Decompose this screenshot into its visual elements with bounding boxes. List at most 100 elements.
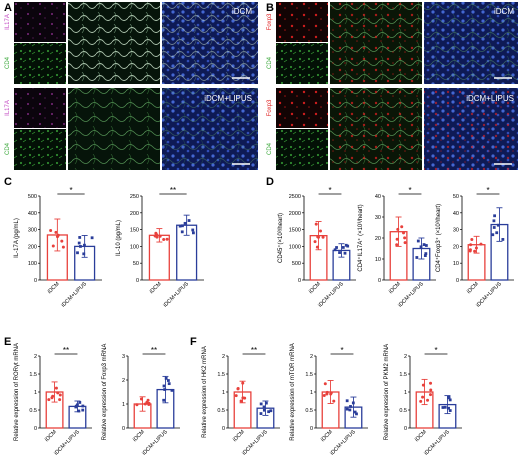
data-point [423,254,427,257]
data-point [322,394,326,398]
y-tick-label: 0 [404,426,407,432]
b-stain-label-1: Foxp3 [267,13,273,30]
y-tick-label: 150 [130,228,139,234]
data-point [163,388,167,391]
b-group-label-top: iDCM [494,7,514,16]
data-point [241,381,245,385]
data-point [443,405,447,409]
y-axis-label: Relative expression of Foxp3 mRNA [102,344,108,441]
b-stain-label-3: Foxp3 [267,99,273,116]
y-axis-label: CD4⁺Foxp3⁺ (×10³/heart) [435,204,442,272]
data-point [313,240,317,244]
data-point [54,230,58,234]
data-point [81,404,85,408]
data-point [167,382,171,386]
y-axis-label: Relative expression of RORγt mRNA [14,343,20,441]
data-point [353,410,357,414]
data-point [473,249,477,253]
data-point [321,235,325,239]
y-tick-label: 1.5 [305,372,313,378]
y-tick-label: 30 [453,228,459,234]
data-point [264,401,268,405]
data-point [421,383,425,387]
data-point [170,388,174,392]
data-point [479,242,483,246]
data-point [441,406,445,409]
data-point [79,245,82,248]
data-point [135,403,139,407]
y-tick-label: 0.5 [217,408,225,414]
y-tick-label: 0.5 [305,408,313,414]
data-point [501,238,505,241]
data-point [76,403,79,407]
data-point [314,222,318,226]
y-tick-label: 1 [222,390,225,396]
y-tick-label: 0 [222,426,225,432]
data-point [192,231,195,235]
data-point [47,398,51,402]
data-point [349,405,352,408]
data-point [355,412,358,416]
data-point [155,235,159,239]
significance-marker: ** [151,346,157,355]
data-point [345,399,349,403]
data-point [55,235,59,239]
y-tick-label: 300 [28,228,37,234]
data-point [77,241,81,245]
data-point [77,409,81,413]
data-point [162,384,166,388]
data-point [416,239,420,243]
y-tick-label: 0 [298,278,301,284]
data-point [158,234,162,238]
a-stain-label-3: IL17A [5,100,11,116]
data-point [81,408,85,412]
data-point [180,230,184,234]
data-point [424,252,428,256]
panel-label-a: A [4,2,12,14]
significance-marker: * [328,186,331,195]
data-point [76,251,79,255]
data-point [243,396,247,400]
data-point [447,395,451,399]
data-point [343,251,347,255]
significance-marker: ** [251,346,257,355]
y-tick-label: 0 [34,278,37,284]
data-point [262,405,266,409]
data-point [351,401,355,405]
data-point [58,393,62,397]
y-tick-label: 0 [136,278,139,284]
data-point [58,398,62,402]
y-axis-label: CD4⁺IL17A⁺ (×10³/heart) [357,204,364,271]
data-point [403,236,407,240]
significance-marker: ** [63,346,69,355]
data-point [90,236,94,240]
significance-marker: * [486,186,489,195]
y-tick-label: 200 [28,244,37,250]
y-tick-label: 1 [310,390,313,396]
data-point [468,249,472,253]
panel-label-d: D [266,176,274,188]
data-point [319,229,323,233]
data-point [474,246,478,250]
y-tick-label: 3 [122,354,125,360]
data-point [191,228,195,232]
y-tick-label: 2 [122,378,125,384]
data-point [345,407,349,411]
data-point [344,243,348,247]
data-point [429,381,433,385]
data-point [315,245,319,249]
a-stain-label-4: CD4 [5,142,11,155]
data-point [61,245,65,249]
y-tick-label: 0 [456,278,459,284]
y-tick-label: 0 [378,278,381,284]
data-point [145,400,149,404]
y-axis-label: Relative expression of mTOR mRNA [290,343,296,441]
significance-marker: * [69,186,72,195]
y-axis-label: Relative expression of HK2 mRNA [202,346,208,438]
y-tick-label: 20 [453,244,459,250]
x-category-label: iDCM [232,429,246,443]
b-stain-label-4: CD4 [267,142,273,155]
data-point [415,256,419,259]
data-point [259,402,263,406]
data-point [139,397,143,401]
